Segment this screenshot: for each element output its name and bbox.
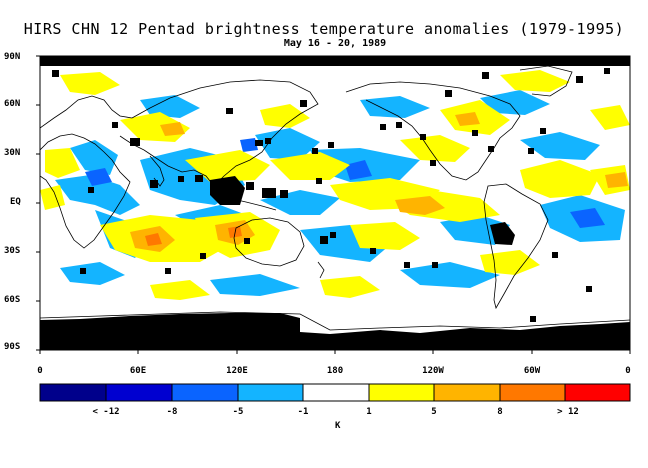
lat-label-30s: 30S xyxy=(4,246,21,256)
coast-africa xyxy=(40,133,131,249)
colorbar-label-7: 8 xyxy=(497,407,503,417)
coast-greenland xyxy=(519,65,573,97)
strong-cold-regions xyxy=(85,138,605,228)
coast-south-america xyxy=(483,183,549,310)
coast-asia xyxy=(119,79,319,187)
coast-north-america xyxy=(345,81,521,181)
map-ticks xyxy=(36,55,631,354)
colorbar-label-1: < -12 xyxy=(92,407,120,417)
colorbar-swatch-7 xyxy=(434,384,500,401)
lat-label-eq: EQ xyxy=(10,197,21,207)
missing-data-south xyxy=(40,313,630,350)
lon-label-120w: 120W xyxy=(422,366,444,376)
lon-label-0-west: 0 xyxy=(37,366,43,376)
colorbar-swatch-2 xyxy=(106,384,172,401)
colorbar-label-3: -5 xyxy=(232,407,244,417)
colorbar-swatch-1 xyxy=(40,384,106,401)
lon-label-180: 180 xyxy=(326,366,344,376)
missing-data-patches xyxy=(52,68,610,322)
map-title: HIRS CHN 12 Pentad brightness temperatur… xyxy=(23,20,625,38)
coast-new-zealand xyxy=(317,261,325,279)
coast-australia xyxy=(233,217,305,267)
coast-indonesia xyxy=(211,195,277,211)
colorbar-swatch-4 xyxy=(238,384,303,401)
lat-label-60s: 60S xyxy=(4,295,21,305)
colorbar-swatch-9 xyxy=(565,384,630,401)
colorbar-label-2: -8 xyxy=(166,407,178,417)
colorbar-unit: K xyxy=(335,421,341,431)
missing-data-north xyxy=(40,56,630,66)
colorbar-swatch-8 xyxy=(500,384,565,401)
colorbar-label-6: 5 xyxy=(431,407,437,417)
colorbar-label-8: > 12 xyxy=(557,407,579,417)
lon-label-60w: 60W xyxy=(523,366,541,376)
lat-label-60n: 60N xyxy=(4,99,21,109)
colorbar xyxy=(39,383,631,402)
coast-india xyxy=(149,155,165,187)
map-subtitle: May 16 - 20, 1989 xyxy=(283,38,387,49)
lat-label-30n: 30N xyxy=(4,148,21,158)
coastlines xyxy=(40,65,630,331)
lon-label-0-east: 0 xyxy=(625,366,631,376)
colorbar-swatch-6 xyxy=(369,384,434,401)
lon-label-120e: 120E xyxy=(226,366,248,376)
colorbar-swatch-5 xyxy=(303,384,369,401)
lat-label-90n: 90N xyxy=(4,52,21,62)
colorbar-swatch-3 xyxy=(172,384,238,401)
colorbar-label-4: -1 xyxy=(297,407,309,417)
lon-label-60e: 60E xyxy=(129,366,147,376)
lat-label-90s: 90S xyxy=(4,342,21,352)
colorbar-frame xyxy=(39,383,631,402)
coast-antarctica xyxy=(40,311,630,331)
coast-europe xyxy=(40,95,133,129)
colorbar-label-5: 1 xyxy=(366,407,372,417)
